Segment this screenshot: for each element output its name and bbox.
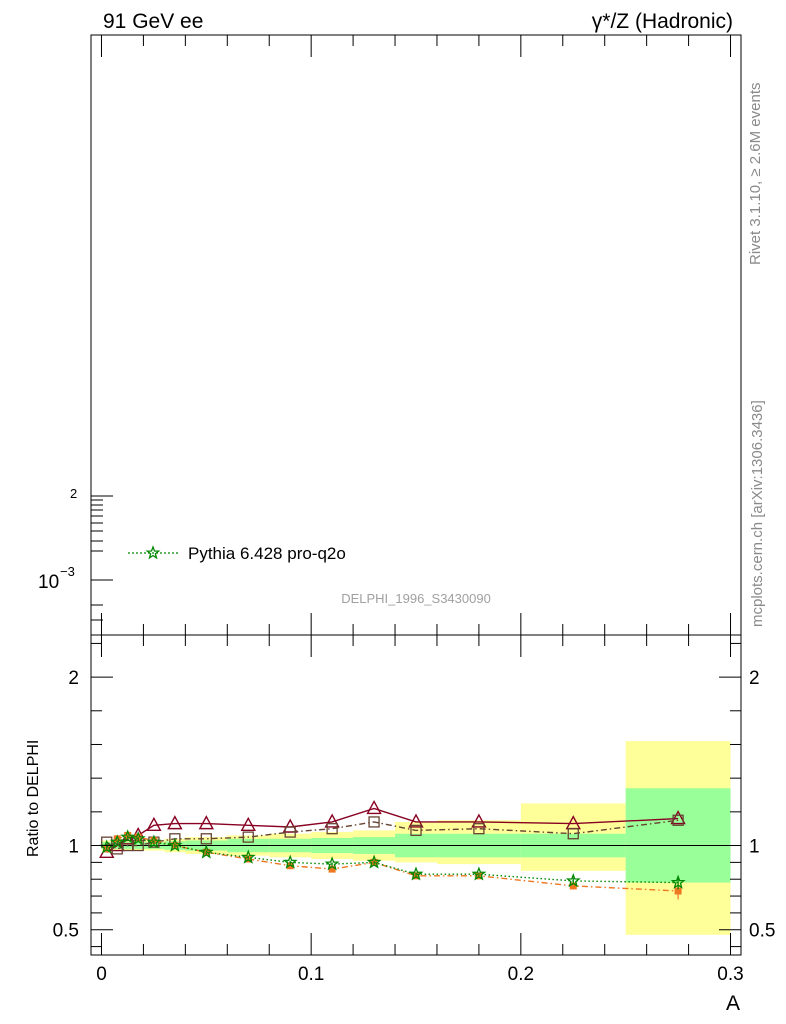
data-point — [282, 818, 298, 833]
data-point — [284, 826, 296, 838]
data-point — [410, 824, 422, 837]
data-point — [200, 833, 212, 845]
data-point — [109, 834, 125, 849]
x-tick-label: 0.1 — [298, 964, 324, 985]
data-point — [408, 866, 424, 881]
data-point — [286, 862, 294, 870]
data-point — [167, 837, 183, 852]
data-point — [282, 854, 298, 869]
main-panel: 2 10 −3 DELPHI_1996_S3430090 Pythia 6.42… — [38, 34, 742, 636]
ratio-y-axis-label: Ratio to DELPHI — [25, 740, 42, 857]
series-1 — [101, 814, 684, 855]
data-point — [366, 854, 382, 869]
ratio-y-tick-label: 2 — [68, 668, 79, 689]
data-point — [113, 835, 121, 843]
data-point — [674, 887, 682, 895]
data-point — [167, 815, 183, 830]
data-point — [146, 834, 162, 849]
rivet-version-label: Rivet 3.1.10, ≥ 2.6M events — [747, 83, 764, 266]
ratio-frame — [90, 634, 742, 956]
inner-band-bin — [625, 788, 731, 883]
data-point — [569, 882, 577, 890]
main-tick-label-exp: −3 — [60, 564, 75, 579]
legend-star-marker — [145, 545, 161, 560]
series-line — [106, 819, 679, 850]
x-axis-label: A — [726, 992, 740, 1015]
ratio-y-tick-label: 0.5 — [53, 921, 79, 942]
plot-title-right: γ*/Z (Hadronic) — [592, 10, 733, 33]
data-point — [670, 810, 686, 825]
data-point — [146, 816, 162, 832]
ratio-ticks — [91, 635, 741, 955]
plot-title-left: 91 GeV ee — [103, 10, 203, 33]
x-tick-label: 0 — [96, 964, 107, 985]
data-point — [670, 874, 686, 889]
data-point — [130, 830, 146, 846]
data-point — [328, 865, 336, 873]
main-tick-label-10: 10 — [38, 572, 59, 593]
ratio-tick-labels: 0.5 0.5 1 1 2 2 0 0.1 0.2 0.3 — [53, 668, 776, 985]
x-tick-label: 0.3 — [717, 964, 743, 985]
data-point — [240, 849, 256, 864]
data-point — [366, 800, 382, 815]
data-point — [198, 844, 214, 859]
ratio-y-tick-label-right: 0.5 — [749, 921, 775, 942]
analysis-reference: DELPHI_1996_S3430090 — [341, 591, 491, 606]
x-tick-label: 0.2 — [508, 964, 534, 985]
data-point — [324, 813, 340, 828]
data-point — [471, 866, 487, 881]
data-point — [240, 816, 256, 832]
data-point — [242, 831, 254, 843]
series-line — [106, 836, 679, 884]
data-point — [471, 813, 487, 828]
data-point — [198, 815, 214, 830]
data-point — [326, 823, 338, 835]
data-point — [408, 813, 424, 828]
ratio-y-tick-label: 1 — [68, 837, 79, 858]
main-x-ticks — [100, 35, 732, 635]
data-point — [120, 829, 136, 844]
ratio-y-tick-label-right: 1 — [749, 837, 760, 858]
ratio-panel: 0.5 0.5 1 1 2 2 0 0.1 0.2 0.3 Ratio to DELPHI A — [25, 634, 776, 1015]
main-y-ticks — [91, 495, 113, 621]
data-point — [672, 814, 684, 826]
ratio-y-tick-label-right: 2 — [749, 668, 760, 689]
data-point — [324, 856, 340, 871]
data-point — [567, 828, 579, 840]
legend-label: Pythia 6.428 pro-q2o — [188, 544, 346, 563]
data-point — [368, 816, 380, 828]
data-point — [565, 872, 581, 888]
data-point — [473, 823, 485, 835]
main-tick-label-2: 2 — [70, 486, 77, 501]
uncertainty-bands — [101, 741, 731, 935]
mcplots-label: mcplots.cern.ch [arXiv:1306.3436] — [749, 400, 766, 627]
legend: Pythia 6.428 pro-q2o — [128, 544, 346, 563]
